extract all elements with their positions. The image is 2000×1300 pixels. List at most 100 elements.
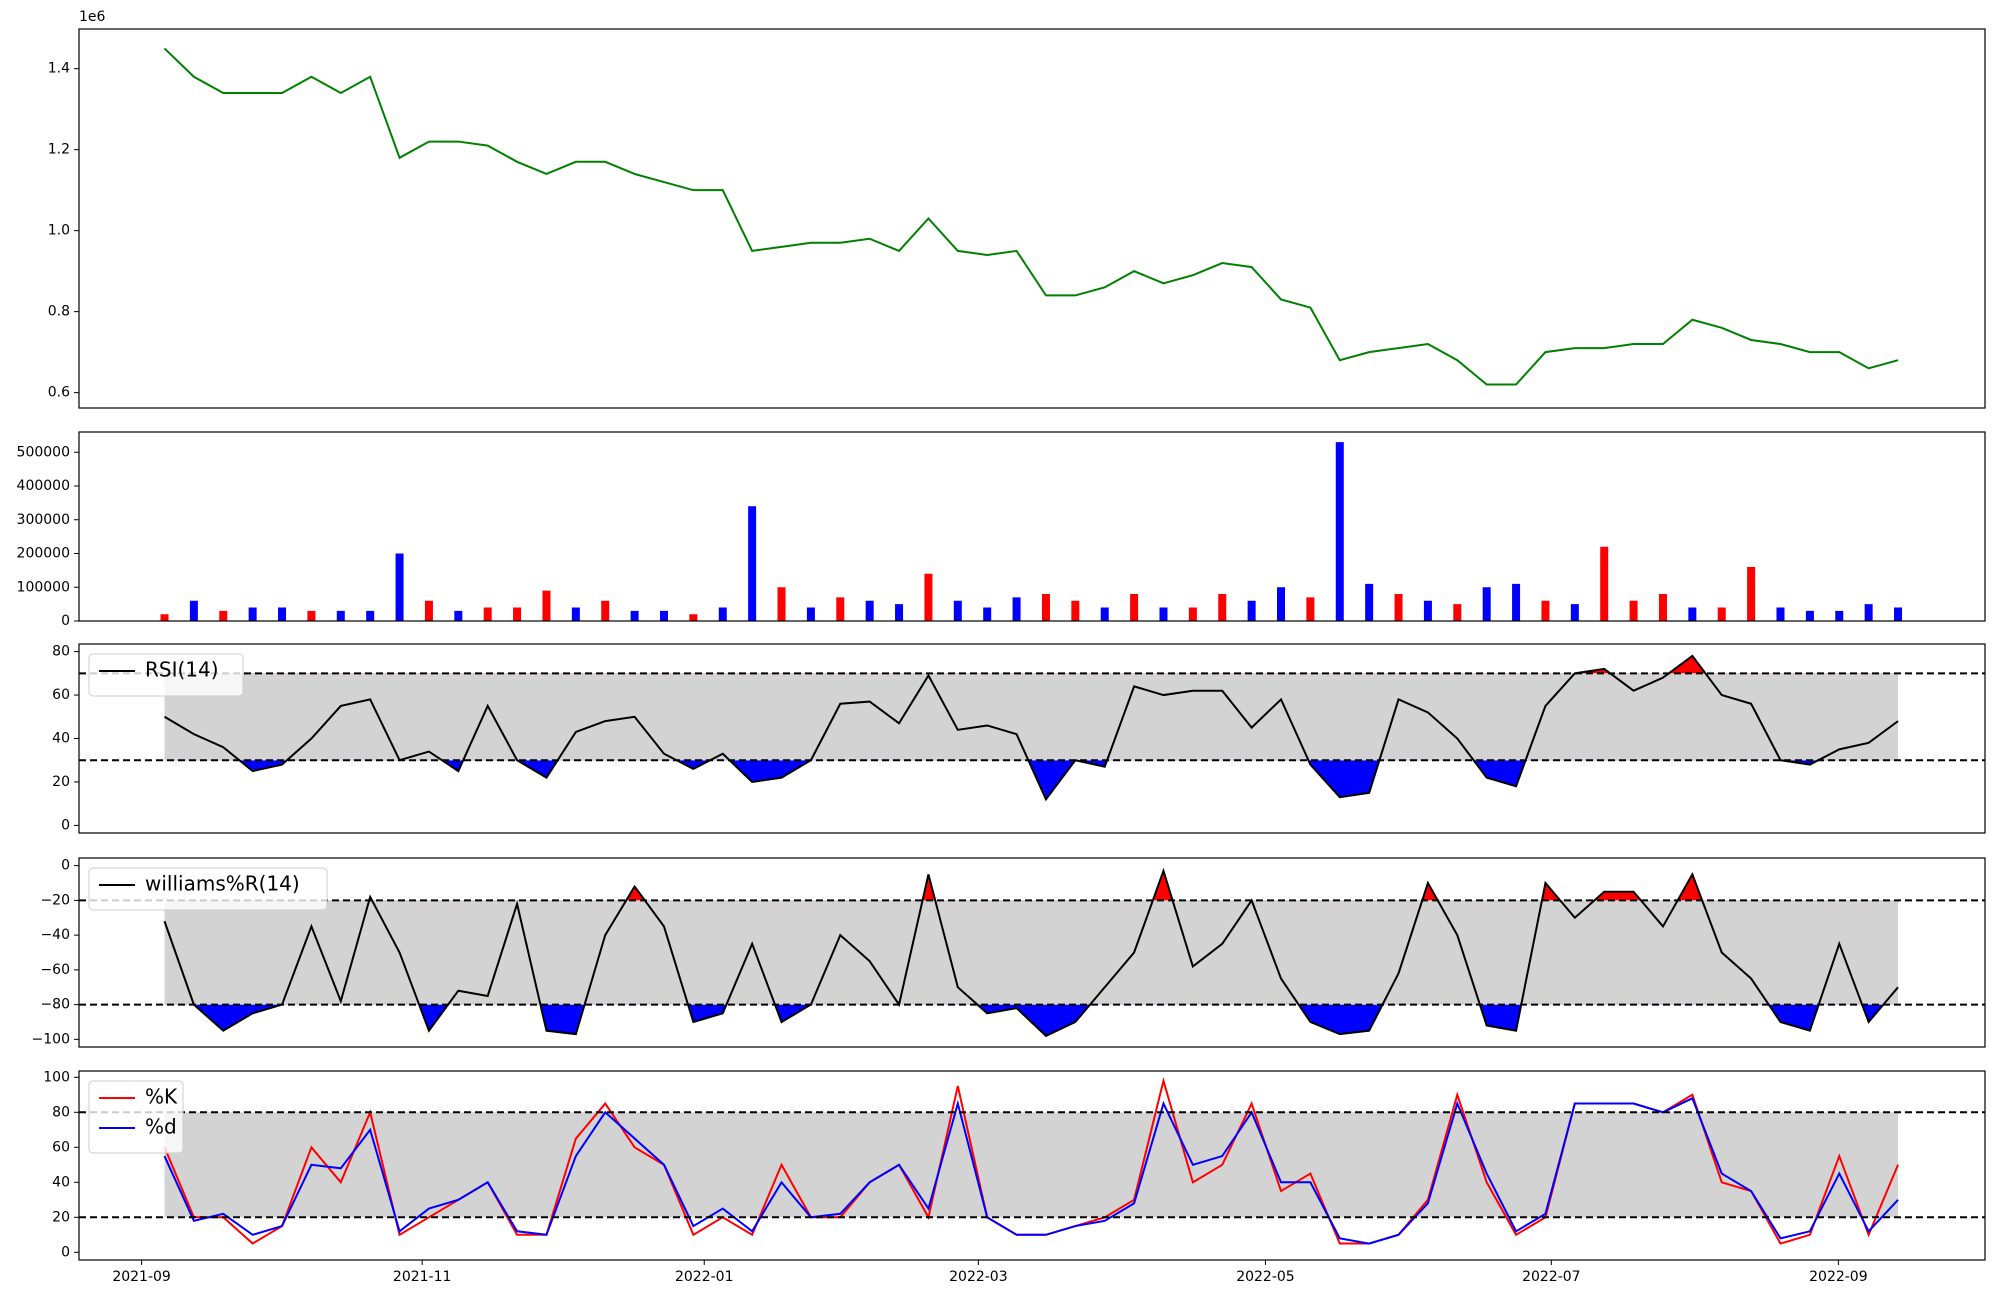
y-tick-label: 0 — [61, 817, 70, 833]
volume-bar — [1482, 587, 1491, 621]
volume-bar — [1394, 594, 1403, 621]
volume-bar — [1776, 607, 1785, 621]
x-tick-label: 2022-05 — [1236, 1269, 1295, 1285]
y-tick-label: 1.4 — [48, 61, 70, 77]
y-tick-label: −40 — [40, 927, 70, 943]
volume-bar — [395, 553, 404, 621]
volume-bar — [366, 610, 375, 621]
volume-bar — [1423, 600, 1432, 621]
volume-bar — [1188, 607, 1197, 621]
legend: RSI(14) — [88, 653, 244, 697]
volume-bar — [160, 614, 169, 621]
volume-bar — [1041, 594, 1050, 621]
volume-bar — [307, 610, 316, 621]
volume-bar — [278, 607, 287, 621]
legend: %K %d — [88, 1080, 184, 1154]
y-tick-label: 500000 — [17, 444, 70, 460]
volume-bar — [1570, 604, 1579, 621]
volume-bar — [1541, 600, 1550, 621]
volume-bar — [1658, 594, 1667, 621]
volume-bar — [748, 506, 757, 621]
volume-bar — [601, 600, 610, 621]
x-tick-label: 2021-11 — [393, 1269, 452, 1285]
volume-bar — [924, 573, 933, 621]
volume-bar — [836, 597, 845, 621]
y-tick-label: −100 — [32, 1031, 70, 1047]
volume-bar — [718, 607, 727, 621]
legend-box — [88, 653, 244, 697]
volume-bar — [1277, 587, 1286, 621]
y-tick-label: 40 — [52, 731, 70, 747]
y-tick-label: 80 — [52, 1104, 70, 1120]
series-line — [163, 867, 1899, 1038]
volume-bar — [1159, 607, 1168, 621]
y-tick-label: −60 — [40, 962, 70, 978]
y-tick-label: −20 — [40, 892, 70, 908]
y-tick-label: 20 — [52, 774, 70, 790]
volume-bar — [983, 607, 992, 621]
volume-bar — [1688, 607, 1697, 621]
volume-bar — [1306, 597, 1315, 621]
y-tick-label: 60 — [52, 687, 70, 703]
volume-bar — [1247, 600, 1256, 621]
legend-label: RSI(14) — [145, 658, 219, 682]
volume-bar — [1365, 583, 1374, 621]
y-tick-label: 20 — [52, 1209, 70, 1225]
y-tick-label: 100000 — [17, 579, 70, 595]
x-tick-label: 2022-07 — [1522, 1269, 1581, 1285]
y-tick-label: 1.0 — [48, 223, 70, 239]
volume-bar — [1453, 604, 1462, 621]
volume-bar — [248, 607, 257, 621]
y-tick-label: 100 — [43, 1069, 70, 1085]
axes-frame — [78, 28, 1986, 409]
x-tick-label: 2021-09 — [112, 1269, 171, 1285]
volume-bar — [483, 607, 492, 621]
legend-label: %d — [145, 1115, 177, 1139]
axes-frame — [78, 431, 1986, 622]
y-tick-label: 400000 — [17, 478, 70, 494]
volume-bar — [1835, 610, 1844, 621]
y-tick-label: 0 — [61, 613, 70, 629]
volume-bar — [1629, 600, 1638, 621]
volume-bar — [1130, 594, 1139, 621]
volume-bar — [424, 600, 433, 621]
legend-label: %K — [145, 1085, 178, 1109]
volume-bar — [1864, 604, 1873, 621]
legend-label: williams%R(14) — [145, 872, 300, 896]
volume-bar — [1805, 610, 1814, 621]
y-tick-label: 0 — [61, 1244, 70, 1260]
y-tick-label: 60 — [52, 1139, 70, 1155]
band — [164, 900, 1899, 1005]
band — [164, 673, 1899, 761]
volume-bar — [542, 590, 551, 621]
volume-bar — [1335, 442, 1344, 621]
axes-frame — [78, 857, 1986, 1048]
volume-bar — [1894, 607, 1903, 621]
y-tick-label: 0.6 — [48, 385, 70, 401]
threshold-fill — [239, 760, 1819, 800]
volume-bar — [1100, 607, 1109, 621]
volume-bar — [777, 587, 786, 621]
x-tick-label: 2022-03 — [949, 1269, 1008, 1285]
volume-bar — [806, 607, 815, 621]
volume-bar — [219, 610, 228, 621]
volume-bar — [1012, 597, 1021, 621]
threshold-fill — [193, 1004, 1884, 1036]
volume-bar — [1747, 567, 1756, 621]
x-tick-label: 2022-09 — [1809, 1269, 1868, 1285]
axis-offset-label: 1e6 — [79, 9, 106, 25]
series-line — [163, 1096, 1899, 1245]
x-tick-label: 2022-01 — [675, 1269, 734, 1285]
volume-bar — [1717, 607, 1726, 621]
legend-box — [88, 867, 328, 911]
y-tick-label: 200000 — [17, 546, 70, 562]
volume-bar — [454, 610, 463, 621]
y-tick-label: 0.8 — [48, 304, 70, 320]
volume-bar — [689, 614, 698, 621]
volume-bar — [1600, 546, 1609, 621]
volume-bar — [513, 607, 522, 621]
y-tick-label: 1.2 — [48, 142, 70, 158]
volume-bar — [953, 600, 962, 621]
y-tick-label: −80 — [40, 997, 70, 1013]
